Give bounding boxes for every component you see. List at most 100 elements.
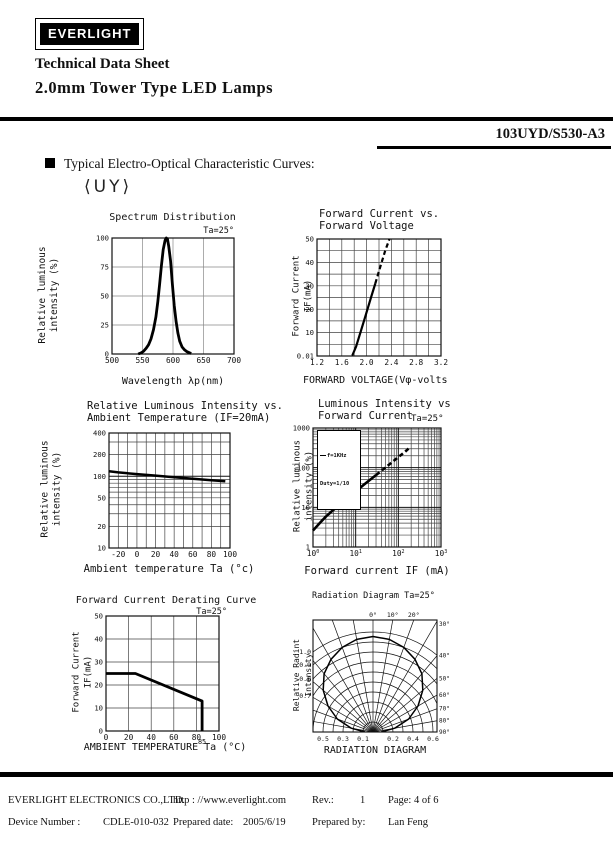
svg-text:2.4: 2.4: [384, 358, 398, 367]
radiation-plot: 0° 10° 20° 30° 40° 50° 60° 70° 80° 90° 1.0 0.9 0.8 0.…: [299, 611, 450, 743]
svg-text:0.6: 0.6: [427, 735, 439, 743]
svg-text:500: 500: [105, 356, 119, 365]
svg-text:10: 10: [94, 704, 103, 713]
svg-text:50: 50: [97, 493, 106, 502]
chart-ylabel: Forward Current IF(mA): [71, 631, 94, 713]
svg-text:60: 60: [169, 733, 179, 742]
svg-text:550: 550: [135, 356, 149, 365]
svg-text:80: 80: [192, 733, 202, 742]
chart-title: Relative Luminous Intensity vs. Ambient …: [87, 400, 283, 425]
svg-text:60: 60: [188, 550, 198, 559]
svg-text:700: 700: [227, 356, 241, 365]
svg-text:600: 600: [166, 356, 180, 365]
footer-prepared-by-value: Lan Feng: [388, 817, 428, 828]
footer-page-label: Page: 4 of 6: [388, 795, 439, 806]
svg-text:0.01: 0.01: [297, 352, 314, 361]
section-heading: Typical Electro-Optical Characteristic C…: [45, 156, 315, 172]
svg-text:90°: 90°: [439, 729, 450, 736]
chart-title: Forward Current vs. Forward Voltage: [319, 208, 440, 233]
svg-text:0.7: 0.7: [299, 692, 311, 700]
chart-annotation: Ta=25°: [196, 607, 227, 617]
footer-company: EVERLIGHT ELECTRONICS CO.,LTD.: [8, 795, 186, 806]
everlight-logo-inner: EVERLIGHT: [39, 22, 141, 46]
svg-text:1: 1: [306, 543, 310, 552]
section-heading-text: Typical Electro-Optical Characteristic C…: [64, 156, 315, 171]
svg-text:75: 75: [100, 263, 109, 272]
svg-text:10: 10: [305, 328, 314, 337]
svg-text:0.4: 0.4: [407, 735, 419, 743]
part-number-underline: [377, 146, 611, 149]
chart-spectrum-distribution: 500 550 600 650 700 0 25 50 75 100 Spectrum Distr…: [30, 205, 300, 390]
svg-text:650: 650: [196, 356, 210, 365]
svg-text:100: 100: [223, 550, 237, 559]
spectrum-plot: 500 550 600 650 700 0 25 50 75 100: [96, 234, 241, 365]
svg-text:100: 100: [297, 463, 310, 472]
svg-text:10: 10: [301, 503, 310, 512]
svg-text:40: 40: [169, 550, 179, 559]
svg-text:0.9: 0.9: [299, 661, 311, 669]
footer-prepared-by-label: Prepared by:: [312, 817, 366, 828]
svg-text:0.3: 0.3: [337, 735, 349, 743]
chart-title: Spectrum Distribution: [109, 212, 236, 223]
chart-xlabel: Forward current IF (mA): [304, 565, 450, 577]
footer-rev-value: 1: [360, 795, 366, 806]
svg-text:0: 0: [135, 550, 140, 559]
footer-device-value: CDLE-010-032: [103, 817, 169, 828]
chart-intensity-vs-temperature: -20 0 20 40 60 80 100 10 20 50 100 200 400 Relative …: [30, 395, 300, 585]
footer-website: http : //www.everlight.com: [173, 795, 287, 806]
svg-text:80: 80: [207, 550, 217, 559]
legend-line-1: f=1KHz: [320, 453, 358, 460]
svg-text:102: 102: [392, 549, 404, 558]
iv-plot: 1.2 1.6 2.0 2.4 2.8 3.2 0.01 10 20 30 40 50: [297, 235, 449, 367]
chart-xlabel: FORWARD VOLTAGE(Vφ-volts: [303, 375, 448, 386]
chart-title: Luminous Intensity vs Forward Current: [318, 398, 451, 423]
svg-text:2.0: 2.0: [360, 358, 374, 367]
bullet-square-icon: [45, 158, 55, 168]
chart-ylabel: Relative luminous intensity (%): [39, 440, 63, 538]
chart-radiation-diagram: 0° 10° 20° 30° 40° 50° 60° 70° 80° 90° 1.0 0.9 0.8 0.…: [285, 585, 580, 785]
svg-text:1.0: 1.0: [299, 648, 311, 656]
svg-text:20: 20: [151, 550, 161, 559]
everlight-logo-text: EVERLIGHT: [48, 26, 132, 41]
part-number: 103UYD/S530-A3: [495, 126, 605, 142]
footer-rule: [0, 772, 613, 777]
footer-prepared-date-label: Prepared date:: [173, 817, 234, 828]
svg-text:2.8: 2.8: [409, 358, 423, 367]
svg-text:40°: 40°: [439, 653, 450, 660]
variant-label: ⟨UY⟩: [84, 177, 133, 197]
svg-text:50: 50: [100, 292, 109, 301]
svg-text:25: 25: [100, 321, 109, 330]
svg-text:-20: -20: [111, 550, 125, 559]
svg-text:1.2: 1.2: [310, 358, 324, 367]
svg-text:0.2: 0.2: [387, 735, 399, 743]
svg-text:3.2: 3.2: [434, 358, 448, 367]
svg-text:0: 0: [99, 727, 103, 736]
svg-text:0: 0: [105, 350, 109, 359]
footer-prepared-date-value: 2005/6/19: [243, 817, 286, 828]
svg-text:0: 0: [104, 733, 109, 742]
chart-forward-current-vs-voltage: 1.2 1.6 2.0 2.4 2.8 3.2 0.01 10 20 30 40 50 Forward…: [292, 205, 580, 390]
legend-line-2: Duty=1/10: [320, 480, 350, 487]
svg-text:50: 50: [94, 612, 103, 621]
svg-text:0.8: 0.8: [299, 675, 311, 683]
chart-xlabel: Wavelength λp(nm): [121, 376, 225, 387]
svg-text:20: 20: [94, 681, 103, 690]
footer-rev-label: Rev.:: [312, 795, 334, 806]
svg-text:100: 100: [96, 234, 109, 243]
svg-text:20: 20: [305, 305, 314, 314]
svg-text:101: 101: [349, 549, 361, 558]
chart-ylabel: Relative luminous intensity (%): [292, 439, 315, 533]
chart-annotation: Ta=25°: [411, 414, 444, 424]
chart-ylabel: Forward Current IF(mA): [291, 255, 314, 337]
svg-text:40: 40: [94, 635, 103, 644]
svg-text:40: 40: [305, 258, 314, 267]
svg-text:100: 100: [212, 733, 226, 742]
svg-text:60°: 60°: [439, 692, 450, 699]
svg-text:0°: 0°: [369, 611, 377, 619]
intensity-temperature-plot: -20 0 20 40 60 80 100 10 20 50 100 200 400: [93, 429, 237, 559]
svg-text:100: 100: [307, 549, 319, 558]
footer-device-label: Device Number :: [8, 817, 81, 828]
chart-title: Forward Current Derating Curve: [75, 595, 257, 606]
